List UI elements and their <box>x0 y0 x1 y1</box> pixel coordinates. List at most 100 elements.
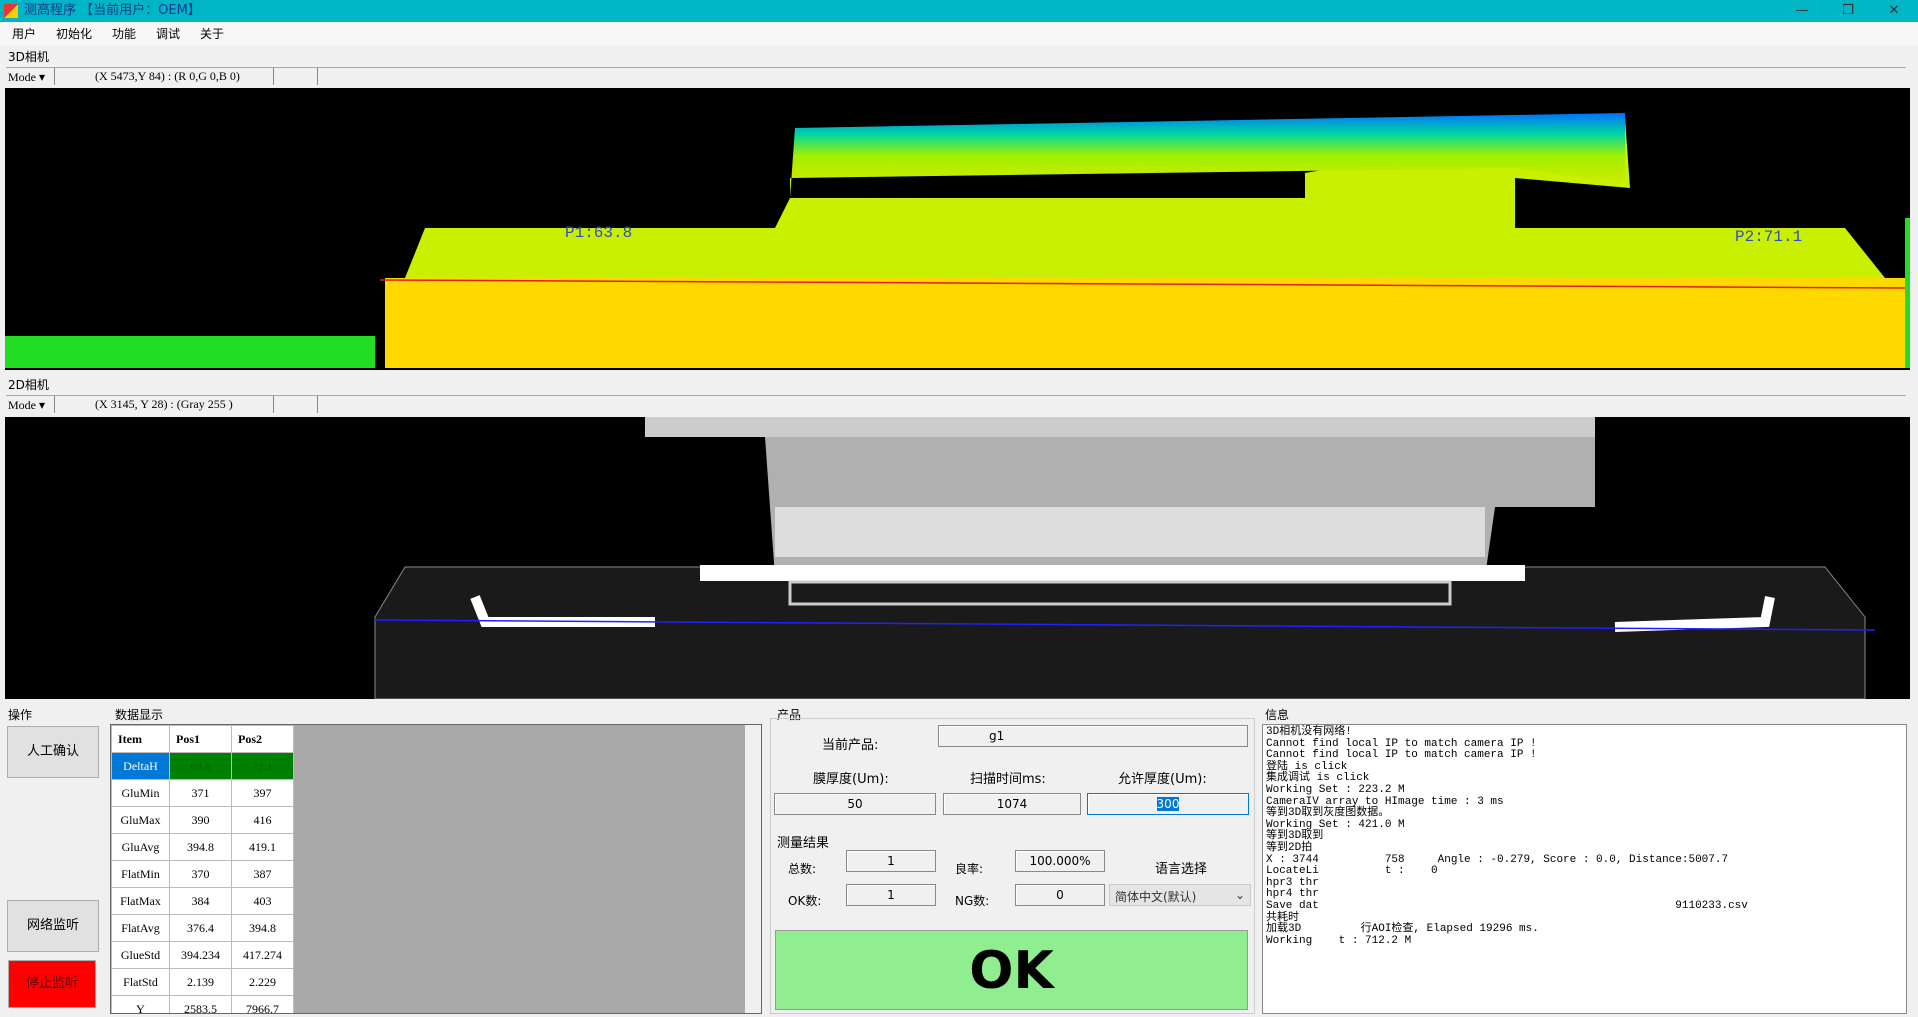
menu-about[interactable]: 关于 <box>200 27 225 41</box>
table-row[interactable]: GluAvg 394.8 419.1 <box>111 833 294 861</box>
table-cell: Y <box>111 995 170 1013</box>
camera3d-view[interactable]: P1:63.8 P2:71.1 <box>5 88 1910 370</box>
table-cell: DeltaH <box>111 752 170 780</box>
camera3d-coord-readout: (X 5473,Y 84) : (R 0,G 0,B 0) <box>54 68 274 85</box>
language-value: 简体中文(默认) <box>1115 890 1197 904</box>
menu-debug[interactable]: 调试 <box>156 27 181 41</box>
window-title: 测高程序 【当前用户：OEM】 <box>24 3 201 18</box>
total-field: 1 <box>846 850 936 872</box>
table-cell: 2583.5 <box>169 995 232 1013</box>
table-cell: FlatStd <box>111 968 170 996</box>
table-cell: 63.8 <box>169 752 232 780</box>
table-row[interactable]: GluMax 390 416 <box>111 806 294 834</box>
camera2d-toolbar: Mode ▾ (X 3145, Y 28) : (Gray 255 ) <box>6 395 1906 413</box>
table-row[interactable]: GluMin 371 397 <box>111 779 294 807</box>
scan-time-label: 扫描时间ms: <box>970 772 1046 787</box>
table-row[interactable]: FlatMin 370 387 <box>111 860 294 888</box>
current-product-field[interactable]: g1 <box>938 725 1248 747</box>
app-icon <box>4 4 18 18</box>
table-row[interactable]: Y 2583.5 7966.7 <box>111 995 294 1013</box>
camera2d-label: 2D相机 <box>8 378 49 392</box>
scrollbar[interactable] <box>745 725 761 1013</box>
table-cell: FlatMin <box>111 860 170 888</box>
table-cell: 387 <box>231 860 294 888</box>
film-thickness-field[interactable]: 50 <box>774 793 936 815</box>
title-bar: 测高程序 【当前用户：OEM】 — ❐ ✕ <box>0 0 1918 22</box>
table-cell: 376.4 <box>169 914 232 942</box>
allowed-thickness-field[interactable]: 300 <box>1087 793 1249 815</box>
table-header: Item Pos1 Pos2 <box>111 725 294 753</box>
data-table: Item Pos1 Pos2 DeltaH 63.8 71.1 GluMin 371 397 Gl… <box>111 725 294 1013</box>
status-cell <box>274 68 318 85</box>
product-panel <box>770 718 1255 1014</box>
results-title: 测量结果 <box>777 836 830 851</box>
table-cell: 394.8 <box>231 914 294 942</box>
column-header[interactable]: Item <box>111 725 170 753</box>
column-header[interactable]: Pos1 <box>169 725 232 753</box>
camera2d-coord-readout: (X 3145, Y 28) : (Gray 255 ) <box>54 396 274 413</box>
menu-user[interactable]: 用户 <box>12 27 37 41</box>
table-cell: GluMin <box>111 779 170 807</box>
table-cell: 390 <box>169 806 232 834</box>
table-cell: 7966.7 <box>231 995 294 1013</box>
table-cell: FlatMax <box>111 887 170 915</box>
p1-label: P1:63.8 <box>565 224 632 242</box>
table-cell: FlatAvg <box>111 914 170 942</box>
table-cell: 394.234 <box>169 941 232 969</box>
total-label: 总数: <box>788 862 817 876</box>
table-cell: 2.229 <box>231 968 294 996</box>
menu-function[interactable]: 功能 <box>112 27 137 41</box>
close-button[interactable]: ✕ <box>1888 3 1900 18</box>
operations-title: 操作 <box>8 708 33 722</box>
table-cell: 384 <box>169 887 232 915</box>
table-cell: 2.139 <box>169 968 232 996</box>
column-header[interactable]: Pos2 <box>231 725 294 753</box>
table-cell: 416 <box>231 806 294 834</box>
p2-label: P2:71.1 <box>1735 228 1802 246</box>
allowed-thickness-value: 300 <box>1156 797 1180 811</box>
table-row[interactable]: FlatMax 384 403 <box>111 887 294 915</box>
log-textbox[interactable]: 3D相机没有网络! Cannot find local IP to match … <box>1262 724 1907 1014</box>
data-display-title: 数据显示 <box>115 708 164 722</box>
info-title: 信息 <box>1265 708 1290 722</box>
yield-label: 良率: <box>955 862 984 876</box>
verdict-display: OK <box>775 930 1248 1010</box>
table-cell: GluMax <box>111 806 170 834</box>
ok-count-field: 1 <box>846 884 936 906</box>
table-cell: GlueStd <box>111 941 170 969</box>
scan-time-field[interactable]: 1074 <box>943 793 1081 815</box>
table-cell: 71.1 <box>231 752 294 780</box>
table-row[interactable]: FlatStd 2.139 2.229 <box>111 968 294 996</box>
camera2d-view[interactable] <box>5 417 1910 699</box>
table-cell: 419.1 <box>231 833 294 861</box>
menu-bar: 用户 初始化 功能 调试 关于 <box>0 22 1918 45</box>
language-label: 语言选择 <box>1155 862 1208 877</box>
camera3d-toolbar: Mode ▾ (X 5473,Y 84) : (R 0,G 0,B 0) <box>6 67 1906 85</box>
status-cell <box>274 396 318 413</box>
camera3d-mode-dropdown[interactable]: Mode ▾ <box>8 70 46 84</box>
table-cell: GluAvg <box>111 833 170 861</box>
table-row[interactable]: DeltaH 63.8 71.1 <box>111 752 294 780</box>
camera3d-label: 3D相机 <box>8 50 49 64</box>
restore-button[interactable]: ❐ <box>1842 3 1854 18</box>
language-select[interactable]: 简体中文(默认) ⌄ <box>1109 884 1251 906</box>
table-cell: 371 <box>169 779 232 807</box>
data-grid[interactable]: Item Pos1 Pos2 DeltaH 63.8 71.1 GluMin 371 397 Gl… <box>110 724 762 1014</box>
network-listen-button[interactable]: 网络监听 <box>7 900 99 952</box>
table-cell: 394.8 <box>169 833 232 861</box>
table-cell: 397 <box>231 779 294 807</box>
table-row[interactable]: GlueStd 394.234 417.274 <box>111 941 294 969</box>
allowed-thickness-label: 允许厚度(Um): <box>1118 772 1207 787</box>
menu-init[interactable]: 初始化 <box>56 27 93 41</box>
stop-listen-button[interactable]: 停止监听 <box>8 960 96 1008</box>
table-cell: 403 <box>231 887 294 915</box>
camera2d-mode-dropdown[interactable]: Mode ▾ <box>8 398 46 412</box>
film-thickness-label: 膜厚度(Um): <box>813 772 889 787</box>
minimize-button[interactable]: — <box>1795 3 1809 18</box>
manual-confirm-button[interactable]: 人工确认 <box>7 726 99 778</box>
table-row[interactable]: FlatAvg 376.4 394.8 <box>111 914 294 942</box>
current-product-label: 当前产品: <box>822 738 879 753</box>
ng-count-label: NG数: <box>955 894 990 908</box>
height-map-image: P1:63.8 P2:71.1 <box>5 113 1910 368</box>
ok-count-label: OK数: <box>788 894 822 908</box>
